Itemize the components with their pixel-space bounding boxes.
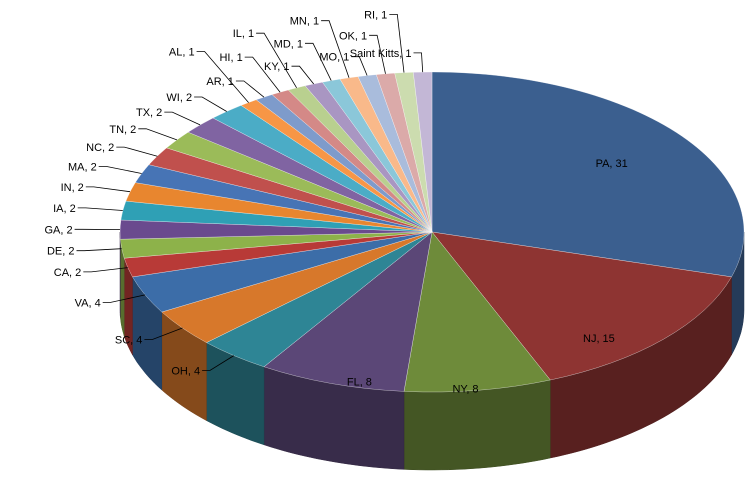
leader-line-ar [235, 80, 265, 98]
leader-line-wi [194, 96, 227, 112]
leader-line-md [305, 42, 332, 81]
leader-line-hi [244, 56, 281, 93]
data-label-de: DE, 2 [47, 246, 75, 258]
data-label-fl: FL, 8 [347, 377, 372, 389]
data-label-tn: TN, 2 [109, 124, 136, 136]
data-label-il: IL, 1 [233, 28, 254, 40]
data-label-ga: GA, 2 [44, 224, 72, 236]
data-label-ar: AR, 1 [206, 76, 234, 88]
leader-line-ri [389, 13, 405, 73]
data-label-ia: IA, 2 [53, 203, 76, 215]
pie-slice-nj [431, 231, 732, 381]
leader-line-sc [144, 327, 183, 340]
data-label-ri: RI, 1 [364, 9, 387, 21]
leader-line-nc [116, 146, 158, 157]
leader-line-ma [98, 166, 142, 174]
data-label-mo: MO, 1 [319, 52, 349, 64]
leader-line-tx [164, 111, 201, 126]
data-label-mn: MN, 1 [290, 16, 319, 28]
leader-line-ca [83, 267, 128, 273]
data-label-ma: MA, 2 [68, 162, 97, 174]
data-label-va: VA, 4 [75, 297, 101, 309]
leader-line-layer [74, 13, 424, 371]
data-label-nc: NC, 2 [86, 142, 114, 154]
data-label-ca: CA, 2 [54, 267, 82, 279]
leader-line-ia [77, 207, 123, 211]
data-label-oh: OH, 4 [171, 365, 200, 377]
data-label-sc: SC, 4 [115, 335, 143, 347]
leader-line-mn [321, 20, 350, 78]
data-label-layer: PA, 31 NJ, 15 NY, 8 FL, 8 OH, 4 SC, 4 VA, 4 CA,… [44, 9, 627, 395]
data-label-wi: WI, 2 [166, 92, 192, 104]
data-label-nj: NJ, 15 [583, 333, 615, 345]
data-label-tx: TX, 2 [136, 107, 162, 119]
pie-slice-fl [263, 231, 433, 392]
data-label-ny: NY, 8 [452, 383, 478, 395]
data-label-pa: PA, 31 [596, 158, 628, 170]
data-label-hi: HI, 1 [219, 52, 242, 64]
data-label-in: IN, 2 [61, 182, 84, 194]
pie-top-layer [119, 71, 745, 393]
leader-line-tn [138, 128, 178, 141]
leader-line-al [196, 51, 249, 103]
leader-line-va [102, 294, 146, 303]
data-label-al: AL, 1 [169, 47, 195, 59]
leader-line-ky [291, 65, 315, 85]
data-label-saint-kitts: Saint Kitts, 1 [350, 48, 412, 60]
leader-line-saint-kitts [413, 52, 424, 73]
data-label-md: MD, 1 [274, 38, 303, 50]
leader-line-il [256, 32, 297, 89]
pie-slice-pa [431, 71, 745, 278]
leader-line-de [76, 248, 122, 252]
leader-line-in [85, 186, 131, 193]
data-label-ky: KY, 1 [264, 61, 290, 73]
pie-side-layer [119, 231, 745, 471]
leader-line-ok [369, 34, 386, 74]
leader-line-mo [351, 56, 368, 76]
pie-slice-ny [403, 231, 551, 393]
leader-line-oh [202, 355, 235, 371]
data-label-ok: OK, 1 [339, 30, 367, 42]
